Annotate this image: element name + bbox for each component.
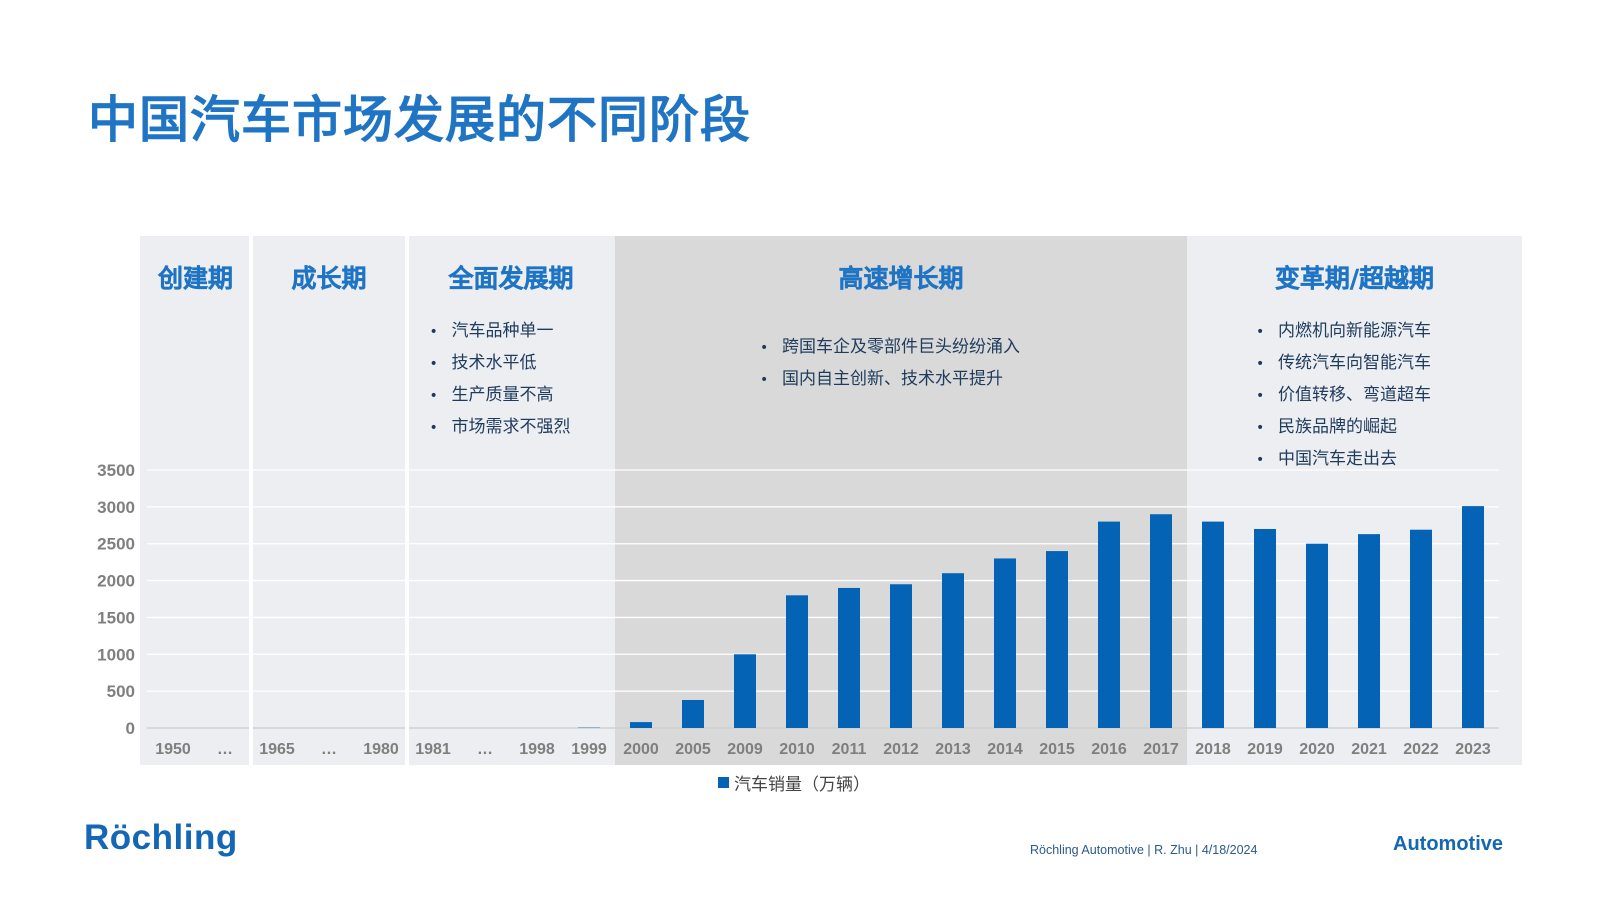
y-tick-label: 1500: [97, 608, 135, 627]
phase-heading: 创建期: [157, 264, 233, 293]
x-tick-label: 2020: [1299, 741, 1335, 758]
slide-title: 中国汽车市场发展的不同阶段: [88, 91, 751, 149]
x-tick-label: 1999: [571, 741, 607, 758]
phase-bullet: 价值转移、弯道超车: [1278, 385, 1431, 405]
x-tick-label: 1950: [155, 741, 191, 758]
phase-heading: 变革期/超越期: [1275, 264, 1434, 293]
x-tick-label: 2021: [1351, 741, 1387, 758]
y-tick-label: 2000: [97, 572, 135, 591]
bullet-marker: •: [430, 420, 438, 436]
bar-2011: [838, 587, 860, 728]
x-tick-label: 2005: [675, 741, 711, 758]
x-tick-label: 1981: [415, 741, 451, 758]
bullet-marker: •: [1256, 452, 1264, 468]
phase-band-2: [407, 236, 615, 765]
bar-2018: [1202, 521, 1224, 728]
phase-bullet: 中国汽车走出去: [1278, 449, 1397, 469]
x-tick-label: 2023: [1455, 741, 1491, 758]
bullet-marker: •: [430, 324, 438, 340]
y-tick-label: 2500: [97, 535, 135, 554]
phase-heading: 高速增长期: [838, 264, 963, 293]
x-tick-label: …: [217, 741, 233, 758]
x-tick-label: 2000: [623, 741, 659, 758]
bullet-marker: •: [760, 372, 768, 388]
phase-bullet: 内燃机向新能源汽车: [1278, 321, 1431, 341]
bullet-marker: •: [1256, 420, 1264, 436]
phase-heading: 成长期: [291, 264, 366, 293]
bullet-marker: •: [1256, 388, 1264, 404]
x-tick-label: 1965: [259, 741, 295, 758]
bar-2019: [1254, 528, 1276, 728]
bar-2010: [786, 595, 808, 728]
bullet-marker: •: [760, 340, 768, 356]
phase-bullet: 传统汽车向智能汽车: [1278, 353, 1431, 373]
x-tick-label: 2022: [1403, 741, 1439, 758]
x-tick-label: 2016: [1091, 741, 1127, 758]
phase-bullet: 技术水平低: [452, 353, 537, 373]
x-tick-label: 2014: [987, 741, 1023, 758]
bar-2023: [1462, 506, 1484, 728]
phase-band-0: [140, 236, 251, 765]
x-tick-label: …: [477, 741, 493, 758]
bar-2015: [1046, 551, 1068, 728]
x-tick-label: …: [321, 741, 337, 758]
phase-separator-0: [249, 236, 253, 765]
bar-2013: [942, 573, 964, 728]
legend-swatch: [718, 777, 729, 788]
bullet-marker: •: [1256, 324, 1264, 340]
bar-2016: [1098, 521, 1120, 728]
phase-separator-1: [405, 236, 409, 765]
footer-info: Röchling Automotive | R. Zhu | 4/18/2024: [1030, 843, 1258, 857]
phase-bullet: 跨国车企及零部件巨头纷纷涌入: [782, 337, 1020, 357]
x-tick-label: 2011: [832, 741, 867, 758]
bar-2009: [734, 654, 756, 728]
x-tick-label: 2015: [1039, 741, 1075, 758]
phase-band-1: [251, 236, 407, 765]
phase-bullet: 生产质量不高: [452, 385, 554, 405]
bar-2000: [630, 722, 652, 728]
bullet-marker: •: [430, 388, 438, 404]
phase-bullet: 汽车品种单一: [452, 321, 554, 341]
x-tick-label: 2017: [1143, 741, 1179, 758]
bar-2014: [994, 558, 1016, 728]
phase-heading: 全面发展期: [447, 264, 573, 293]
phase-bullet: 民族品牌的崛起: [1278, 417, 1397, 437]
y-tick-label: 3000: [97, 498, 135, 517]
bar-2012: [890, 584, 912, 728]
x-tick-label: 1998: [519, 741, 555, 758]
y-tick-label: 1000: [97, 645, 135, 664]
y-tick-label: 500: [107, 682, 135, 701]
company-logo: Röchling: [84, 818, 238, 857]
bar-2005: [682, 699, 704, 728]
x-tick-label: 2009: [727, 741, 763, 758]
legend-label: 汽车销量（万辆）: [734, 775, 870, 795]
x-tick-label: 2019: [1247, 741, 1283, 758]
bullet-marker: •: [1256, 356, 1264, 372]
x-tick-label: 1980: [363, 741, 399, 758]
bar-2022: [1410, 529, 1432, 728]
x-tick-label: 2013: [935, 741, 971, 758]
bar-2017: [1150, 514, 1172, 728]
x-tick-label: 2010: [779, 741, 815, 758]
y-tick-label: 3500: [97, 461, 135, 480]
y-tick-label: 0: [126, 719, 135, 738]
bar-2021: [1358, 534, 1380, 728]
x-tick-label: 2018: [1195, 741, 1231, 758]
footer-brand: Automotive: [1393, 833, 1503, 855]
x-tick-label: 2012: [883, 741, 919, 758]
phase-bullet: 市场需求不强烈: [452, 417, 571, 437]
bullet-marker: •: [430, 356, 438, 372]
phase-bullet: 国内自主创新、技术水平提升: [782, 369, 1003, 389]
bar-2020: [1306, 543, 1328, 728]
chart-legend: 汽车销量（万辆）: [718, 770, 870, 795]
